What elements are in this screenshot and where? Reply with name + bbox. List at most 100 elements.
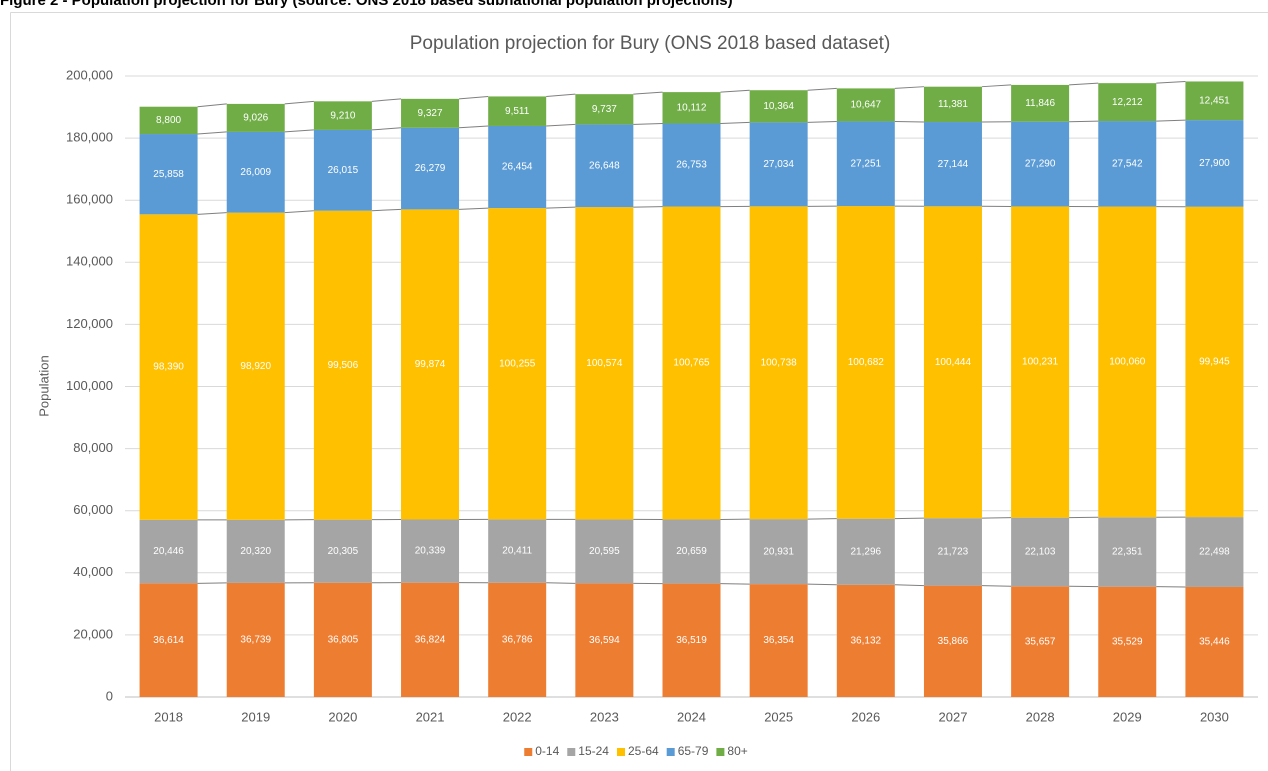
series-line [546,93,576,97]
data-label: 98,390 [153,362,184,373]
series-line [633,206,663,208]
x-tick-label: 2025 [764,709,793,724]
bar-segment [575,519,634,584]
data-label: 8,800 [156,115,181,126]
bar-segment [226,103,285,132]
bar-segment [749,90,808,123]
bar-segment [749,122,808,207]
data-label: 9,327 [418,108,443,119]
series-line [1069,82,1099,86]
data-label: 36,805 [328,635,359,646]
bar-segment [1011,586,1070,697]
bar-segment [575,583,634,697]
data-label: 26,454 [502,162,533,173]
data-label: 26,279 [415,163,446,174]
bar-segment [749,519,808,585]
bar-segment [139,583,198,697]
bar-segment [1185,206,1244,518]
data-label: 20,320 [240,546,271,557]
series-line [284,210,314,214]
bar-segment [836,121,895,207]
data-label: 35,866 [938,636,969,647]
bar-segment [488,582,547,697]
bar-segment [488,208,547,520]
data-label: 100,738 [761,357,798,368]
series-line [1156,80,1186,84]
bar-segment [836,584,895,697]
x-tick-label: 2028 [1026,709,1055,724]
bar-segment [488,125,547,209]
series-line [546,123,576,127]
bar-segment [1098,83,1157,122]
bar-segment [488,96,547,126]
data-label: 22,351 [1112,547,1143,558]
x-tick-label: 2020 [328,709,357,724]
data-label: 20,931 [763,546,794,557]
x-tick-label: 2026 [851,709,880,724]
y-tick-label: 20,000 [73,626,113,641]
bar-segment [401,582,460,697]
y-tick-label: 40,000 [73,564,113,579]
data-label: 11,381 [938,99,968,110]
series-line [633,91,663,95]
bar-segment [575,124,634,208]
series-line [981,517,1012,519]
data-label: 36,614 [153,635,184,646]
data-label: 100,574 [586,358,623,369]
bar-segment [662,92,721,124]
bar-segment [139,519,198,584]
bar-segment [401,127,460,210]
data-label: 27,900 [1199,158,1230,169]
bar-segment [1185,81,1244,121]
series-line [633,123,663,125]
bar-segment [226,519,285,583]
data-label: 26,009 [240,167,271,178]
data-label: 26,015 [328,165,359,176]
bar-segment [923,585,982,697]
bar-segment [923,122,982,207]
data-label: 26,648 [589,160,620,171]
legend-swatch [567,748,576,756]
y-tick-label: 180,000 [66,130,113,145]
y-tick-label: 120,000 [66,316,113,331]
legend-swatch [716,748,725,756]
legend-label: 25-64 [628,744,659,758]
series-line [894,86,924,89]
data-label: 98,920 [240,361,271,372]
data-label: 25,858 [153,169,184,180]
bar-segment [313,210,372,520]
bar-segment [1098,121,1157,207]
bar-segment [401,519,460,583]
figure-caption: Figure 2 - Population projection for Bur… [0,0,733,9]
y-tick-label: 0 [106,688,113,703]
chart-title: Population projection for Bury (ONS 2018… [410,33,891,54]
bar-segment [139,214,198,520]
series-line [284,129,314,133]
data-label: 36,786 [502,635,533,646]
legend-swatch [616,748,625,756]
data-label: 27,542 [1112,158,1143,169]
data-label: 20,659 [676,546,707,557]
series-line [197,103,227,108]
bar-segment [488,519,547,583]
data-label: 21,296 [851,546,882,557]
data-label: 12,212 [1112,97,1143,108]
bar-segment [313,582,372,697]
data-label: 10,647 [851,100,882,111]
bar-segment [749,584,808,697]
bar-segment [662,519,721,584]
bar-segment [923,518,982,586]
bar-segment [749,206,808,520]
data-label: 27,144 [938,159,969,170]
bar-segment [1011,84,1070,122]
series-line [459,125,489,129]
data-label: 100,255 [499,358,536,369]
x-tick-label: 2027 [939,709,968,724]
bar-segment [401,98,460,128]
data-label: 9,737 [592,104,617,115]
bar-segment [1011,121,1070,207]
series-line [720,89,750,93]
series-line [807,120,837,123]
bar-segment [313,129,372,211]
